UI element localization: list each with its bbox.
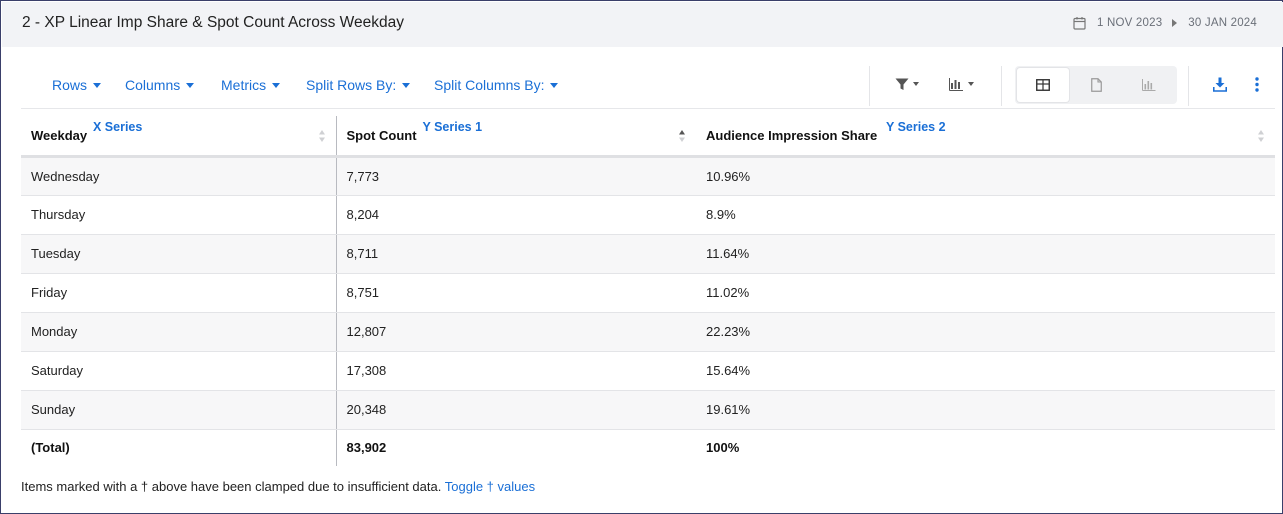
column-header-label: Spot Count [346,127,417,143]
column-header-label: Audience Impression Share [706,127,878,143]
table-view-icon [1036,79,1050,91]
download-icon [1213,77,1227,92]
cell-impression-share: 19.61% [696,390,1275,430]
caret-down-icon [272,83,281,88]
caret-down-icon [968,82,974,86]
split-columns-menu[interactable]: Split Columns By: [434,77,559,93]
view-toggle-group [1015,66,1177,104]
caret-down-icon [550,83,559,88]
chart-type-icon [949,77,963,91]
cell-weekday: Sunday [21,390,337,430]
cell-spot-count: 17,308 [336,351,696,391]
sort-icon[interactable] [318,128,326,144]
split-rows-menu-label: Split Rows By: [306,77,397,93]
columns-menu[interactable]: Columns [125,77,195,93]
filter-icon [895,78,909,90]
toggle-dagger-values-link[interactable]: Toggle † values [444,479,536,494]
cell-spot-count: 12,807 [336,312,696,352]
date-end: 30 JAN 2024 [1188,17,1257,29]
arrow-right-icon [1172,19,1178,27]
table-row: Thursday 8,204 8.9% [21,195,1275,235]
table-row: Tuesday 8,711 11.64% [21,234,1275,274]
columns-menu-label: Columns [125,77,181,93]
panel-header: 2 - XP Linear Imp Share & Spot Count Acr… [2,2,1283,47]
series-tag: Y Series 2 [886,120,946,134]
table-total-row: (Total) 83,902 100% [21,429,1275,466]
table-row: Wednesday 7,773 10.96% [21,156,1275,196]
cell-weekday: Friday [21,273,337,313]
sort-ascending-icon[interactable] [678,128,686,144]
toolbar-divider [869,66,870,106]
rows-menu-label: Rows [52,77,88,93]
series-tag: X Series [93,120,143,134]
cell-weekday: Wednesday [21,156,337,196]
table-header-row: Weekday X Series Spot Count Y Series 1 A… [21,116,1275,158]
cell-weekday: Tuesday [21,234,337,274]
data-table: Weekday X Series Spot Count Y Series 1 A… [21,116,1275,466]
cell-total-label: (Total) [21,429,337,466]
caret-down-icon [186,83,195,88]
date-start: 1 NOV 2023 [1097,17,1163,29]
cell-spot-count: 20,348 [336,390,696,430]
table-row: Friday 8,751 11.02% [21,273,1275,313]
cell-impression-share: 11.02% [696,273,1275,313]
table-row: Saturday 17,308 15.64% [21,351,1275,391]
caret-down-icon [402,83,411,88]
split-rows-menu[interactable]: Split Rows By: [306,77,411,93]
column-header-spot-count[interactable]: Spot Count Y Series 1 [336,116,696,158]
metrics-menu-label: Metrics [221,77,267,93]
more-options-button[interactable] [1255,73,1259,95]
cell-total-spot-count: 83,902 [346,440,387,456]
chart-view-button[interactable] [1123,68,1175,102]
chart-type-button[interactable] [949,73,974,95]
cell-weekday: Thursday [21,195,337,235]
cell-weekday: Saturday [21,351,337,391]
cell-total-impression-share: 100% [706,440,740,456]
footnote: Items marked with a † above have been cl… [21,479,535,494]
cell-spot-count: 8,751 [336,273,696,313]
sort-icon[interactable] [1257,128,1265,144]
toolbar: Rows Columns Metrics Split Rows By: Spli… [21,61,1275,109]
cell-impression-share: 10.96% [696,156,1275,196]
metrics-menu[interactable]: Metrics [221,77,281,93]
cell-impression-share: 8.9% [696,195,1275,235]
cell-spot-count: 8,204 [336,195,696,235]
column-header-impression-share[interactable]: Audience Impression Share Y Series 2 [696,116,1275,158]
column-header-label: Weekday [31,127,88,143]
table-view-button[interactable] [1017,68,1069,102]
column-header-weekday[interactable]: Weekday X Series [21,116,337,158]
cell-impression-share: 15.64% [696,351,1275,391]
cell-spot-count: 8,711 [336,234,696,274]
cell-impression-share: 11.64% [696,234,1275,274]
page-title: 2 - XP Linear Imp Share & Spot Count Acr… [22,14,404,31]
more-options-icon [1255,76,1259,92]
cell-impression-share: 22.23% [696,312,1275,352]
rows-menu[interactable]: Rows [52,77,102,93]
cell-spot-count: 7,773 [336,156,696,196]
split-columns-menu-label: Split Columns By: [434,77,545,93]
caret-down-icon [913,82,919,86]
table-row: Monday 12,807 22.23% [21,312,1275,352]
chart-view-icon [1142,79,1156,91]
toolbar-divider [1188,66,1189,106]
document-view-icon [1090,78,1102,92]
download-button[interactable] [1213,73,1227,95]
cell-weekday: Monday [21,312,337,352]
footnote-text: Items marked with a † above have been cl… [21,479,442,494]
date-range[interactable]: 1 NOV 2023 30 JAN 2024 [1073,16,1257,30]
series-tag: Y Series 1 [422,120,483,134]
toolbar-divider [1001,66,1002,106]
caret-down-icon [93,83,102,88]
document-view-button[interactable] [1070,68,1122,102]
calendar-icon [1073,17,1086,30]
table-row: Sunday 20,348 19.61% [21,390,1275,430]
filter-button[interactable] [895,73,919,95]
